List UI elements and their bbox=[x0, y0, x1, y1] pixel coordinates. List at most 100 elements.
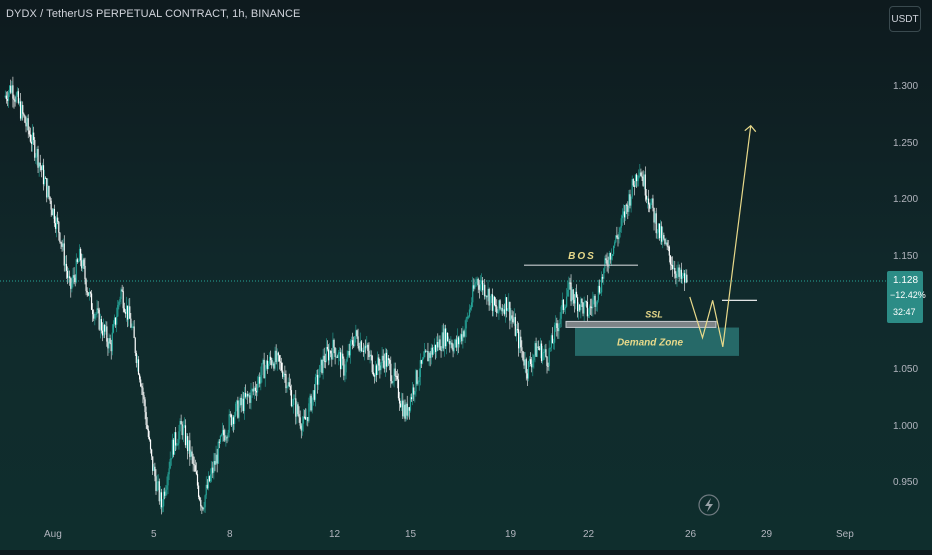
candle-body bbox=[89, 292, 92, 294]
currency-button[interactable]: USDT bbox=[889, 6, 921, 32]
candle-body bbox=[366, 344, 368, 348]
candle-body bbox=[397, 379, 400, 399]
time-axis[interactable]: Aug 5 8 12 15 19 22 26 29 Sep bbox=[44, 529, 854, 540]
candle-body bbox=[554, 325, 556, 343]
candle-body bbox=[48, 186, 50, 197]
candle-body bbox=[65, 263, 68, 271]
candle-body bbox=[97, 308, 99, 310]
candle-body bbox=[436, 342, 438, 352]
candle-body bbox=[441, 332, 443, 351]
candle-body bbox=[137, 359, 140, 375]
candle-body bbox=[393, 368, 395, 382]
candle-body bbox=[173, 432, 176, 455]
candle-body bbox=[428, 352, 430, 362]
candle-body bbox=[456, 337, 459, 348]
candle-body bbox=[299, 417, 301, 426]
candle-body bbox=[210, 474, 212, 482]
price-axis[interactable]: 1.300 1.250 1.200 1.150 1.050 1.000 0.95… bbox=[893, 81, 918, 488]
candle-body bbox=[135, 353, 137, 363]
candle-body bbox=[546, 356, 548, 366]
candle-body bbox=[500, 308, 502, 310]
candle-body bbox=[13, 98, 15, 101]
candle-body bbox=[637, 177, 639, 182]
price-tick: 0.950 bbox=[893, 477, 918, 488]
candle-body bbox=[531, 364, 533, 368]
price-tick: 1.300 bbox=[893, 81, 918, 92]
candle-body bbox=[638, 175, 640, 178]
candle-body bbox=[309, 395, 311, 404]
time-tick: 8 bbox=[227, 529, 233, 540]
candle-body bbox=[74, 277, 76, 283]
candle-body bbox=[492, 296, 495, 311]
candle-body bbox=[661, 226, 663, 242]
candle-body bbox=[46, 178, 48, 198]
candle-body bbox=[421, 358, 424, 364]
candle-body bbox=[454, 339, 456, 345]
candle-body bbox=[19, 101, 22, 119]
candle-body bbox=[169, 459, 171, 469]
lightning-button-ring[interactable] bbox=[698, 494, 720, 516]
candle-body bbox=[545, 349, 547, 357]
candle-body bbox=[33, 132, 35, 141]
candle-body bbox=[588, 306, 591, 315]
candle-body bbox=[288, 382, 290, 387]
candle-body bbox=[167, 474, 169, 486]
current-price-tag[interactable]: 1.128 −12.42% 32:47 bbox=[887, 271, 926, 324]
demand-zone[interactable]: Demand Zone bbox=[575, 327, 739, 356]
candle-body bbox=[17, 91, 19, 104]
candle-body bbox=[474, 283, 476, 289]
candle-body bbox=[88, 292, 90, 296]
candle-body bbox=[457, 337, 460, 345]
time-tick: 19 bbox=[505, 529, 517, 540]
candle-body bbox=[199, 496, 201, 500]
candle-body bbox=[223, 430, 225, 436]
candle-body bbox=[220, 434, 223, 436]
candle-body bbox=[391, 381, 393, 384]
candle-body bbox=[681, 276, 684, 279]
candle-body bbox=[93, 314, 95, 319]
candle-body bbox=[442, 332, 444, 349]
candle-body bbox=[640, 172, 642, 177]
candle-body bbox=[177, 443, 179, 446]
candle-body bbox=[312, 390, 314, 398]
candle-body bbox=[190, 451, 192, 457]
candle-body bbox=[367, 344, 369, 351]
candle-body bbox=[409, 397, 412, 411]
lightning-button[interactable] bbox=[698, 494, 720, 516]
candle-body bbox=[211, 467, 213, 475]
candle-body bbox=[490, 294, 492, 297]
candle-body bbox=[50, 200, 52, 210]
candle-body bbox=[372, 372, 374, 376]
candle-body bbox=[594, 295, 596, 307]
ssl-line[interactable] bbox=[565, 320, 717, 328]
candle-body bbox=[383, 360, 385, 369]
candle-body bbox=[141, 386, 143, 388]
projection-path[interactable] bbox=[689, 125, 752, 347]
candle-body bbox=[100, 319, 102, 331]
candle-body bbox=[575, 291, 578, 298]
candle-body bbox=[674, 267, 676, 274]
candle-body bbox=[653, 207, 655, 223]
candle-body bbox=[283, 373, 285, 377]
candle-body bbox=[508, 302, 510, 310]
candle-body bbox=[392, 381, 394, 384]
candle-body bbox=[599, 292, 602, 294]
candle-body bbox=[537, 346, 539, 348]
candle-body bbox=[101, 330, 104, 336]
candle-body bbox=[232, 417, 235, 424]
ssl-level[interactable]: SSL bbox=[565, 309, 717, 328]
bos-level[interactable]: BOS bbox=[524, 251, 638, 266]
demand-zone-rect[interactable] bbox=[575, 327, 739, 356]
candle-body bbox=[329, 350, 331, 361]
candle-body bbox=[28, 130, 30, 135]
candle-body bbox=[217, 441, 219, 464]
candle-body bbox=[406, 403, 408, 416]
candle-body bbox=[326, 346, 329, 350]
candle-body bbox=[303, 416, 306, 418]
candle-body bbox=[275, 350, 277, 362]
candle-body bbox=[416, 370, 418, 384]
candle-body bbox=[646, 198, 649, 200]
candle-body bbox=[234, 415, 236, 424]
